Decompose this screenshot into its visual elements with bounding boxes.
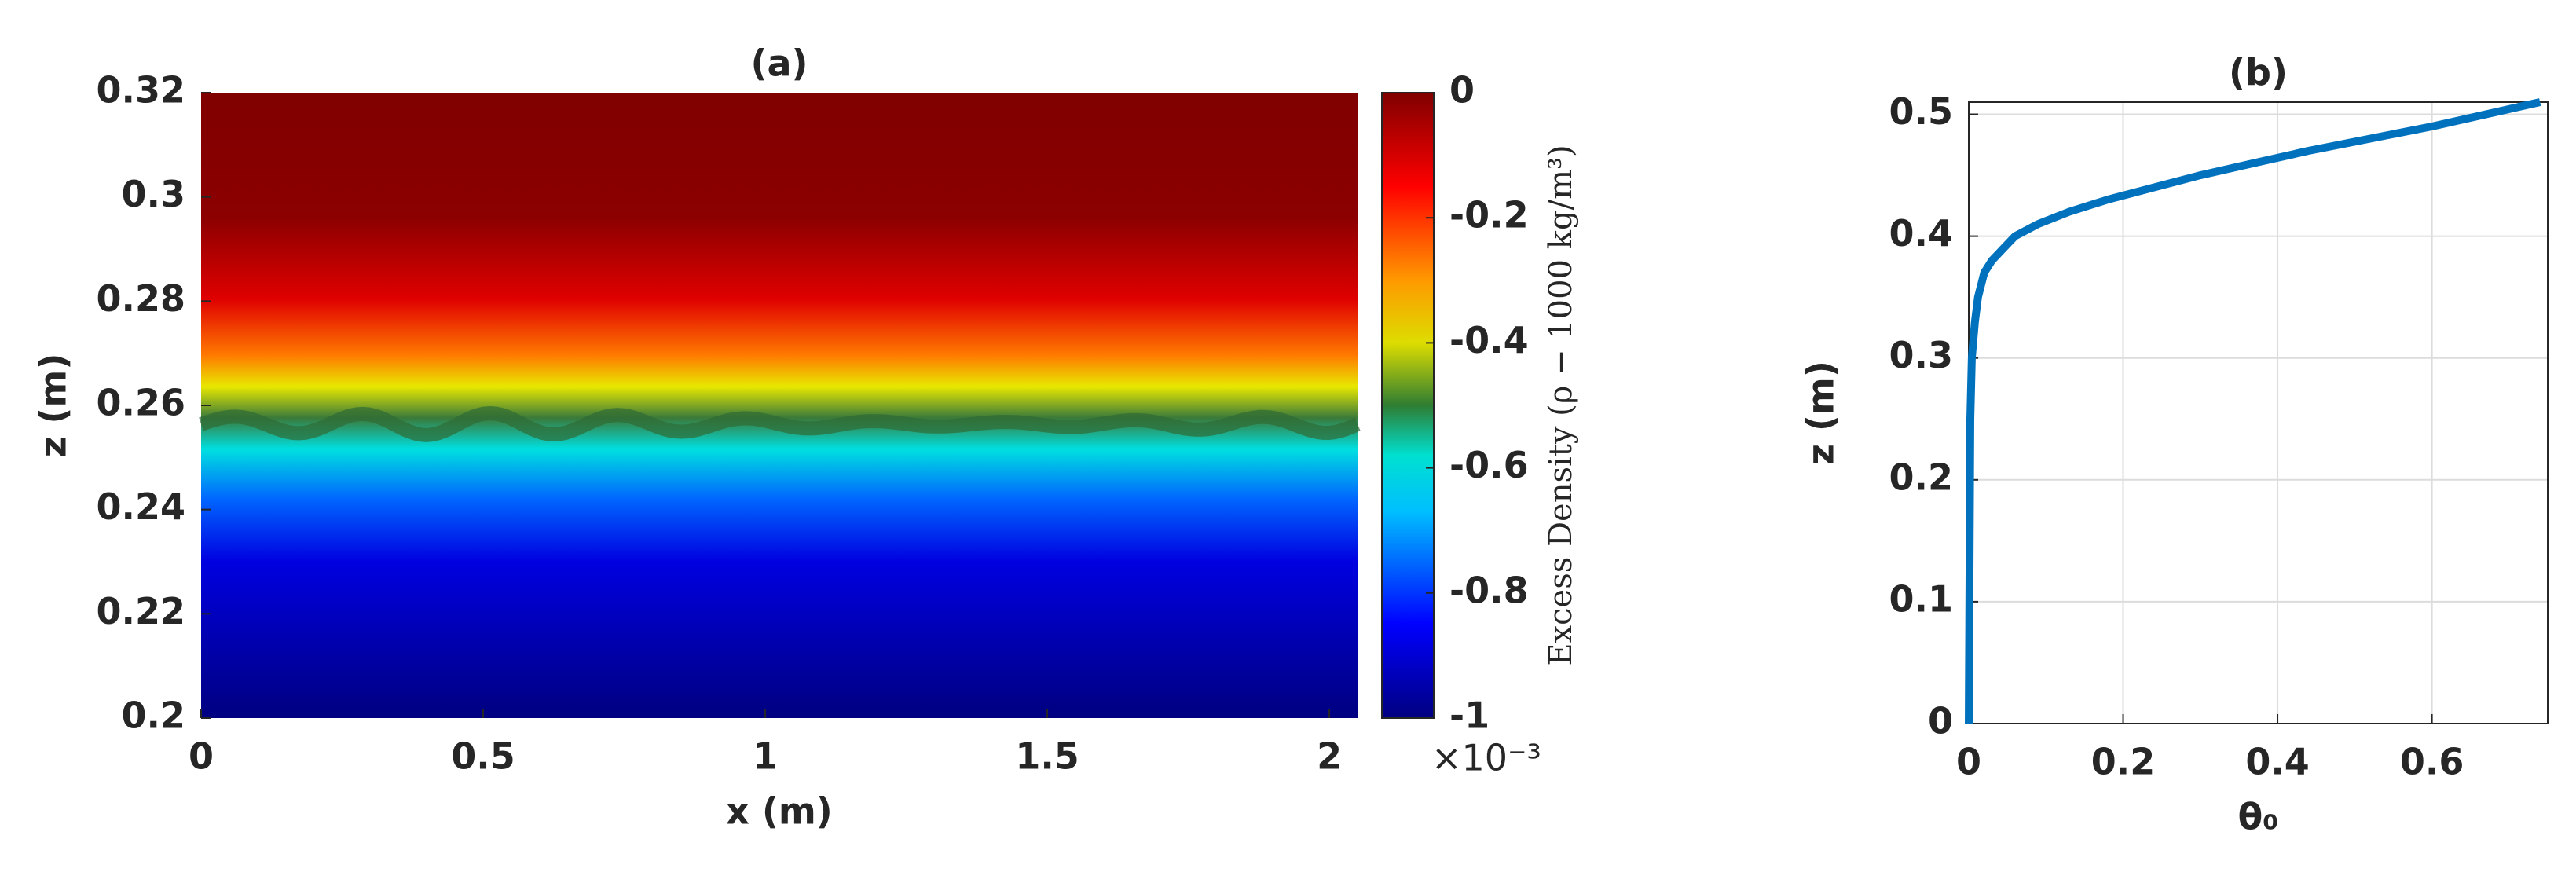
- x-tick-label: 0: [1956, 741, 1981, 783]
- colorbar-multiplier: ×10⁻³: [1431, 737, 1541, 779]
- x-tick-label: 0: [189, 735, 214, 778]
- x-axis-label: θ₀: [2238, 796, 2279, 838]
- y-tick-label: 0.5: [1889, 90, 1954, 133]
- colorbar-tick-label: -0.6: [1449, 444, 1529, 486]
- colorbar-tick-label: -0.4: [1449, 319, 1529, 361]
- x-tick-label: 1.5: [1015, 735, 1079, 778]
- chart-title: (b): [2229, 52, 2288, 94]
- x-tick-label: 0.4: [2245, 741, 2310, 783]
- y-tick-label: 0.4: [1889, 212, 1954, 255]
- y-tick-label: 0.28: [97, 277, 186, 320]
- colorbar: [1381, 92, 1435, 719]
- y-tick-label: 0.3: [1889, 334, 1954, 376]
- colorbar-tick-label: -1: [1449, 694, 1490, 737]
- x-tick-label: 0.5: [451, 735, 515, 778]
- colorbar-label: Excess Density (ρ − 1000 kg/m³): [1543, 145, 1579, 665]
- y-tick-label: 0.2: [122, 694, 186, 737]
- density-interface: [199, 405, 1361, 442]
- y-tick-label: 0.26: [97, 382, 186, 424]
- y-tick-label: 0.22: [97, 590, 186, 632]
- x-tick-label: 0.2: [2091, 741, 2156, 783]
- colorbar-tick-label: -0.2: [1449, 194, 1529, 236]
- colorbar-tick-label: 0: [1449, 69, 1475, 112]
- chart-title: (a): [750, 42, 808, 85]
- y-axis-label: z (m): [32, 354, 75, 458]
- y-tick-label: 0.2: [1889, 456, 1954, 498]
- plots: 0 0.5 1 1.5 2 0.2 0.22 0.24 0.26 0.28 0.3 0.32 (a) x …: [32, 42, 2549, 838]
- heatmap: [201, 93, 1358, 718]
- y-tick-label: 0.3: [122, 173, 186, 215]
- y-tick-label: 0.32: [97, 69, 186, 112]
- y-axis-label: z (m): [1800, 361, 1842, 465]
- y-tick-label: 0.24: [97, 485, 186, 528]
- x-tick-label: 1: [753, 735, 778, 778]
- x-axis-label: x (m): [726, 790, 833, 833]
- x-tick-label: 2: [1317, 735, 1342, 778]
- y-tick-label: 0.1: [1889, 577, 1954, 620]
- plot-area: [1969, 102, 2548, 724]
- x-tick-label: 0.6: [2400, 741, 2464, 783]
- data-line: [1965, 98, 2541, 724]
- y-tick-label: 0: [1928, 700, 1953, 742]
- colorbar-tick-label: -0.8: [1449, 569, 1529, 611]
